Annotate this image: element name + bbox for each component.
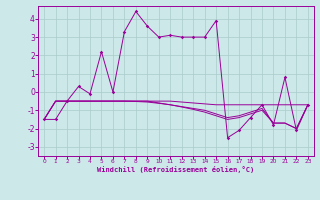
- X-axis label: Windchill (Refroidissement éolien,°C): Windchill (Refroidissement éolien,°C): [97, 166, 255, 173]
